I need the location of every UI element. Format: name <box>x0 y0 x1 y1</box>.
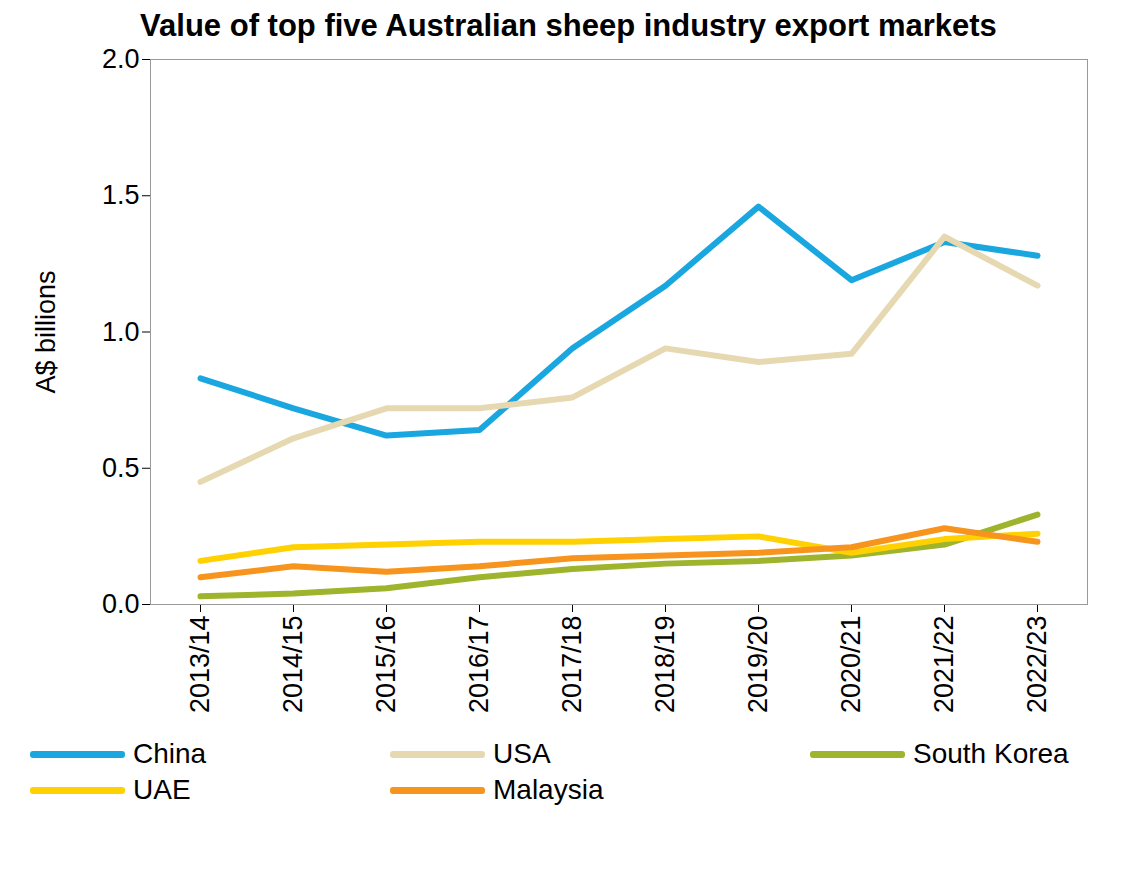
svg-text:2021/22: 2021/22 <box>929 616 959 714</box>
svg-text:2019/20: 2019/20 <box>743 616 773 714</box>
svg-text:2.0: 2.0 <box>102 44 140 74</box>
svg-text:2014/15: 2014/15 <box>278 616 308 714</box>
svg-text:A$ billions: A$ billions <box>31 270 61 393</box>
html-text:South Korea: South Korea <box>913 738 1069 769</box>
html-text:Malaysia: Malaysia <box>493 774 604 805</box>
html-text:Value of top five Australian s: Value of top five Australian sheep indus… <box>140 8 997 43</box>
svg-text:1.0: 1.0 <box>102 317 140 347</box>
svg-text:2017/18: 2017/18 <box>557 616 587 714</box>
svg-text:1.5: 1.5 <box>102 180 140 210</box>
html-text:UAE: UAE <box>133 774 191 805</box>
svg-text:2020/21: 2020/21 <box>836 616 866 714</box>
html-text:USA: USA <box>493 738 551 769</box>
html-text:China: China <box>133 738 207 769</box>
svg-text:2022/23: 2022/23 <box>1022 616 1052 714</box>
svg-text:0.0: 0.0 <box>102 589 140 619</box>
svg-text:2016/17: 2016/17 <box>464 616 494 714</box>
svg-text:2013/14: 2013/14 <box>185 616 215 714</box>
svg-text:2015/16: 2015/16 <box>371 616 401 714</box>
svg-text:2018/19: 2018/19 <box>650 616 680 714</box>
svg-text:0.5: 0.5 <box>102 453 140 483</box>
